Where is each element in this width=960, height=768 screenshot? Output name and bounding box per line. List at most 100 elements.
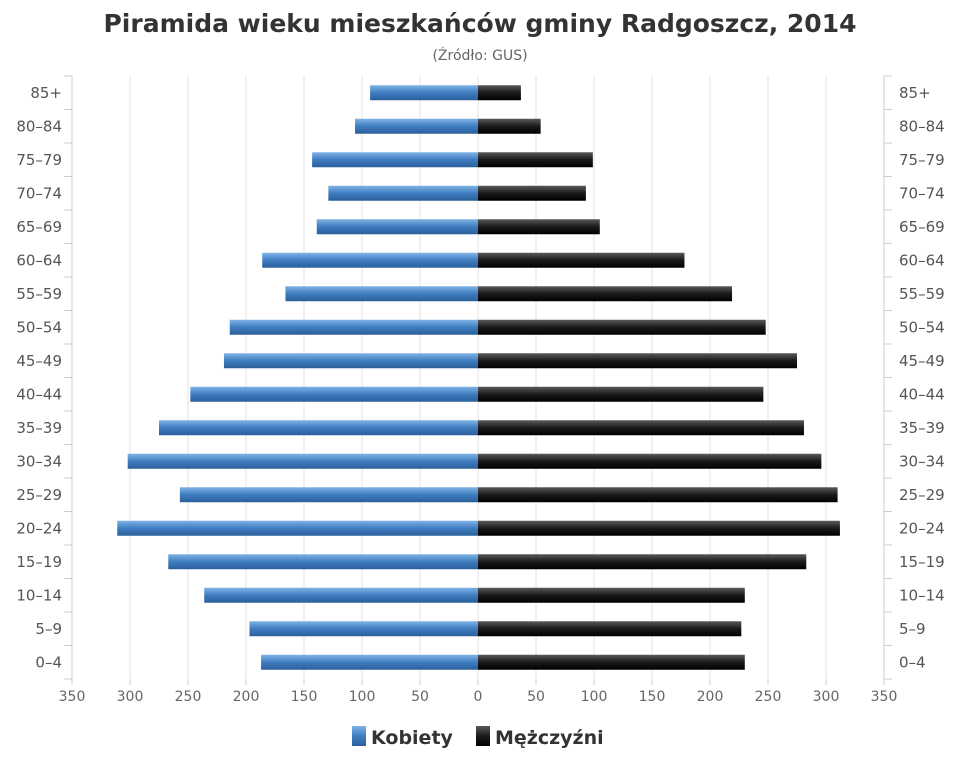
bar-kobiety-12[interactable] xyxy=(262,252,478,268)
bar-mezczyzni-0[interactable] xyxy=(478,654,745,670)
category-label-left: 50–54 xyxy=(16,318,62,336)
legend-label: Kobiety xyxy=(371,727,454,749)
grid-lines xyxy=(71,76,885,679)
category-label-left: 85+ xyxy=(30,84,62,102)
chart-title: Piramida wieku mieszkańców gminy Radgosz… xyxy=(103,9,856,38)
category-label-left: 45–49 xyxy=(16,352,62,370)
x-tick-label: 200 xyxy=(233,689,260,705)
axes xyxy=(64,75,892,685)
bar-kobiety-17[interactable] xyxy=(370,85,478,101)
category-label-right: 80–84 xyxy=(899,117,945,135)
category-label-left: 10–14 xyxy=(16,586,62,604)
category-label-left: 35–39 xyxy=(16,419,62,437)
x-tick-label: 250 xyxy=(175,689,202,705)
x-tick-label: 150 xyxy=(639,689,666,705)
bar-kobiety-9[interactable] xyxy=(223,353,478,369)
category-label-right: 15–19 xyxy=(899,553,945,571)
legend[interactable]: Kobiety Mężczyźni xyxy=(352,726,604,749)
bar-mezczyzni-11[interactable] xyxy=(478,286,733,302)
bar-kobiety-8[interactable] xyxy=(190,386,478,402)
category-label-right: 25–29 xyxy=(899,486,945,504)
bar-mezczyzni-6[interactable] xyxy=(478,453,822,469)
x-tick-labels: 350 300 250 200 150 100 50 0 50 100 150 200 250 300 35… xyxy=(59,689,898,705)
bar-mezczyzni-14[interactable] xyxy=(478,185,586,201)
category-label-right: 55–59 xyxy=(899,285,945,303)
bar-mezczyzni-13[interactable] xyxy=(478,219,600,235)
bar-kobiety-16[interactable] xyxy=(355,118,478,134)
category-label-left: 75–79 xyxy=(16,151,62,169)
x-tick-label: 350 xyxy=(871,689,898,705)
legend-item-kobiety[interactable]: Kobiety xyxy=(352,726,454,749)
category-label-right: 65–69 xyxy=(899,218,945,236)
bar-mezczyzni-12[interactable] xyxy=(478,252,685,268)
category-label-left: 65–69 xyxy=(16,218,62,236)
bar-kobiety-14[interactable] xyxy=(328,185,478,201)
legend-label: Mężczyźni xyxy=(495,727,604,749)
category-label-right: 20–24 xyxy=(899,519,945,537)
category-label-left: 5–9 xyxy=(35,620,62,638)
legend-swatch xyxy=(476,726,490,746)
category-label-left: 20–24 xyxy=(16,519,62,537)
category-label-left: 0–4 xyxy=(35,653,62,671)
category-label-right: 30–34 xyxy=(899,452,945,470)
x-tick-label: 50 xyxy=(527,689,545,705)
category-label-right: 35–39 xyxy=(899,419,945,437)
chart-subtitle: (Źródło: GUS) xyxy=(432,46,527,64)
bar-mezczyzni-2[interactable] xyxy=(478,587,745,603)
category-label-left: 25–29 xyxy=(16,486,62,504)
bar-kobiety-10[interactable] xyxy=(229,319,478,335)
bar-mezczyzni-1[interactable] xyxy=(478,621,742,637)
bar-kobiety-3[interactable] xyxy=(168,554,478,570)
x-tick-label: 100 xyxy=(581,689,608,705)
bar-mezczyzni-16[interactable] xyxy=(478,118,541,134)
legend-swatch xyxy=(352,726,366,746)
category-label-right: 85+ xyxy=(899,84,931,102)
bar-kobiety-4[interactable] xyxy=(117,520,479,536)
category-label-left: 70–74 xyxy=(16,184,62,202)
bar-mezczyzni-15[interactable] xyxy=(478,152,593,168)
bar-kobiety-2[interactable] xyxy=(204,587,479,603)
x-tick-label: 350 xyxy=(59,689,86,705)
bar-kobiety-15[interactable] xyxy=(312,152,478,168)
x-tick-label: 0 xyxy=(474,689,483,705)
bar-mezczyzni-10[interactable] xyxy=(478,319,766,335)
bar-mezczyzni-7[interactable] xyxy=(478,420,804,436)
legend-item-mezczyzni[interactable]: Mężczyźni xyxy=(476,726,604,749)
bar-mezczyzni-17[interactable] xyxy=(478,85,521,101)
category-labels-right: 0–4 5–9 10–14 15–19 20–24 25–29 30–34 35–39 40–4… xyxy=(899,84,945,672)
category-label-left: 15–19 xyxy=(16,553,62,571)
category-label-right: 10–14 xyxy=(899,586,945,604)
category-label-right: 75–79 xyxy=(899,151,945,169)
bar-kobiety-1[interactable] xyxy=(249,621,478,637)
bar-kobiety-5[interactable] xyxy=(179,487,478,503)
bar-mezczyzni-8[interactable] xyxy=(478,386,764,402)
category-label-right: 50–54 xyxy=(899,318,945,336)
bar-kobiety-11[interactable] xyxy=(285,286,478,302)
category-label-left: 40–44 xyxy=(16,385,62,403)
category-label-left: 55–59 xyxy=(16,285,62,303)
category-label-left: 60–64 xyxy=(16,251,62,269)
bar-kobiety-7[interactable] xyxy=(159,420,478,436)
x-tick-label: 250 xyxy=(755,689,782,705)
category-label-right: 5–9 xyxy=(899,620,926,638)
bar-mezczyzni-4[interactable] xyxy=(478,520,840,536)
bar-kobiety-6[interactable] xyxy=(127,453,479,469)
category-label-left: 30–34 xyxy=(16,452,62,470)
x-tick-label: 300 xyxy=(813,689,840,705)
category-label-right: 0–4 xyxy=(899,653,926,671)
x-tick-label: 50 xyxy=(411,689,429,705)
bar-mezczyzni-5[interactable] xyxy=(478,487,838,503)
category-label-left: 80–84 xyxy=(16,117,62,135)
category-label-right: 70–74 xyxy=(899,184,945,202)
category-labels-left: 0–4 5–9 10–14 15–19 20–24 25–29 30–34 35–39 40–4… xyxy=(16,84,62,672)
bar-mezczyzni-3[interactable] xyxy=(478,554,807,570)
category-label-right: 40–44 xyxy=(899,385,945,403)
bar-kobiety-0[interactable] xyxy=(261,654,478,670)
bar-kobiety-13[interactable] xyxy=(316,219,478,235)
x-tick-label: 150 xyxy=(291,689,318,705)
category-label-right: 60–64 xyxy=(899,251,945,269)
bar-mezczyzni-9[interactable] xyxy=(478,353,797,369)
category-label-right: 45–49 xyxy=(899,352,945,370)
bars xyxy=(117,85,840,670)
